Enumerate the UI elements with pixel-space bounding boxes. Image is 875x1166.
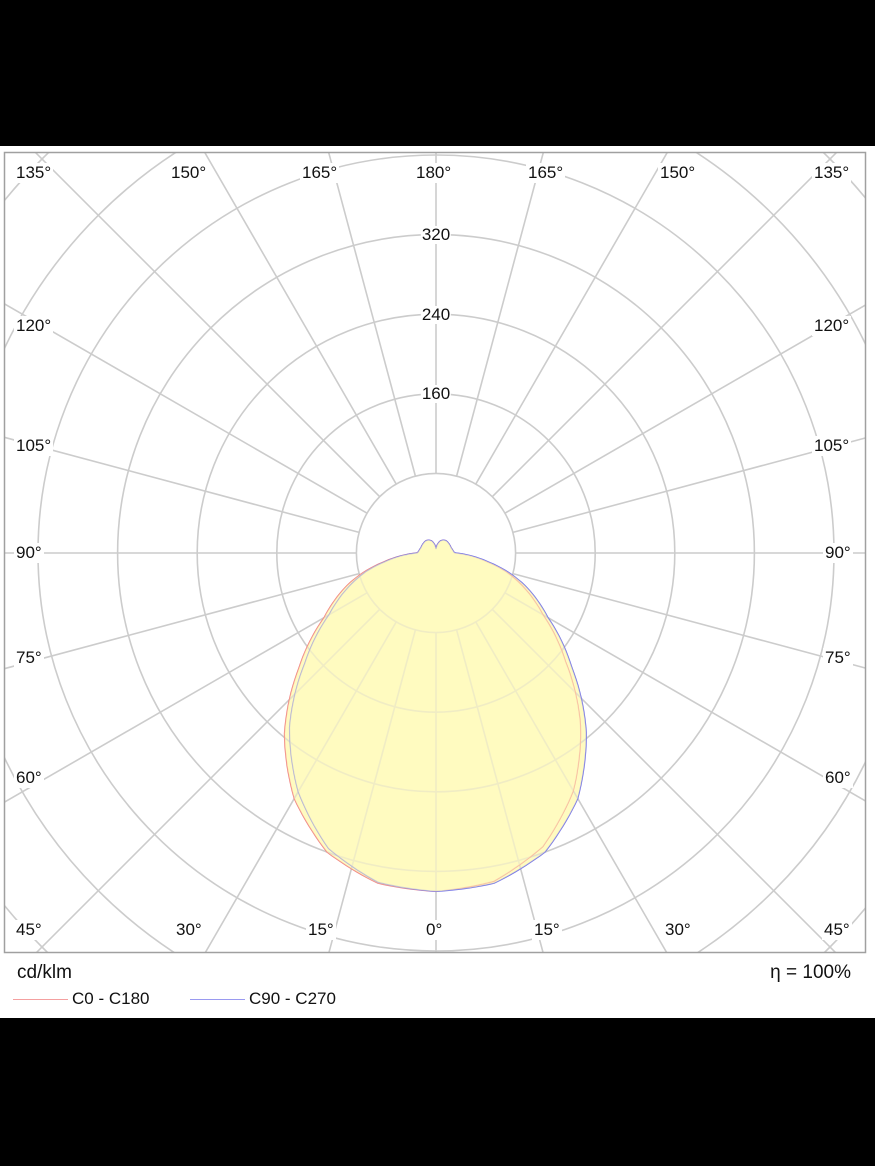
grid-spoke [204,153,397,485]
grid-spoke [328,629,417,952]
angle-label-105-right: 105° [812,436,852,456]
angle-label-60-right: 60° [823,768,853,788]
angle-label-105-left: 105° [14,436,54,456]
grid-spoke [34,153,381,498]
angle-label-135-left: 135° [14,163,54,183]
grid-spoke [475,621,668,952]
grid-spoke [455,629,544,952]
angle-label-165-left: 165° [300,163,340,183]
grid-spoke [491,608,837,952]
angle-label-60-left: 60° [14,768,44,788]
efficiency-label: η = 100% [770,962,851,983]
ring-label-320: 320 [420,225,452,244]
grid-spoke [491,153,838,498]
legend-label-c0-c180: C0 - C180 [72,989,150,1008]
chart-panel: 135° 150° 165° 180° 165° 150° 135° 120° … [0,146,875,1018]
angle-label-120-left: 120° [14,316,54,336]
legend-swatch-red [13,998,68,1000]
angle-label-150-right: 150° [658,163,698,183]
grid-spoke [5,572,360,670]
angle-label-135-right: 135° [812,163,852,183]
distribution-fill [289,540,587,892]
angle-label-30-right: 30° [663,920,693,940]
grid-spoke [5,592,368,803]
legend-swatch-blue [190,998,245,1000]
grid-spoke [35,608,381,952]
unit-label: cd/klm [17,962,72,983]
grid-spoke [512,437,865,534]
angle-label-150-left: 150° [169,163,209,183]
grid-spoke [204,621,397,952]
angle-label-15-right: 15° [532,920,562,940]
ring-label-240: 240 [420,305,452,324]
grid-spoke [455,153,545,477]
angle-label-120-right: 120° [812,316,852,336]
angle-label-75-right: 75° [823,648,853,668]
legend-item-c90-c270: C90 - C270 [190,989,336,1009]
grid-spoke [512,572,865,669]
polar-plot [3,151,867,954]
legend-item-c0-c180: C0 - C180 [13,989,149,1009]
ring-label-160: 160 [420,384,452,403]
angle-label-90-right: 90° [823,543,853,563]
curve-c90-c270 [288,539,587,892]
grid-spoke [327,153,417,477]
grid-spoke [504,304,865,514]
angle-label-15-left: 15° [306,920,336,940]
plot-frame [3,151,867,954]
angle-label-0: 0° [424,920,445,940]
grid-spoke [475,153,668,485]
angle-label-90-left: 90° [14,543,44,563]
grid-spoke [5,436,360,534]
distribution-fill-overlay [289,540,587,892]
grid-spoke [5,303,368,514]
angle-label-45-right: 45° [822,920,852,940]
angle-label-180: 180° [414,163,454,183]
grid-spoke [504,592,865,802]
angle-label-45-left: 45° [14,920,44,940]
legend-label-c90-c270: C90 - C270 [249,989,336,1008]
angle-label-75-left: 75° [14,648,44,668]
angle-label-165-right: 165° [526,163,566,183]
distribution-fill-overlay [284,540,581,892]
angle-label-30-left: 30° [174,920,204,940]
